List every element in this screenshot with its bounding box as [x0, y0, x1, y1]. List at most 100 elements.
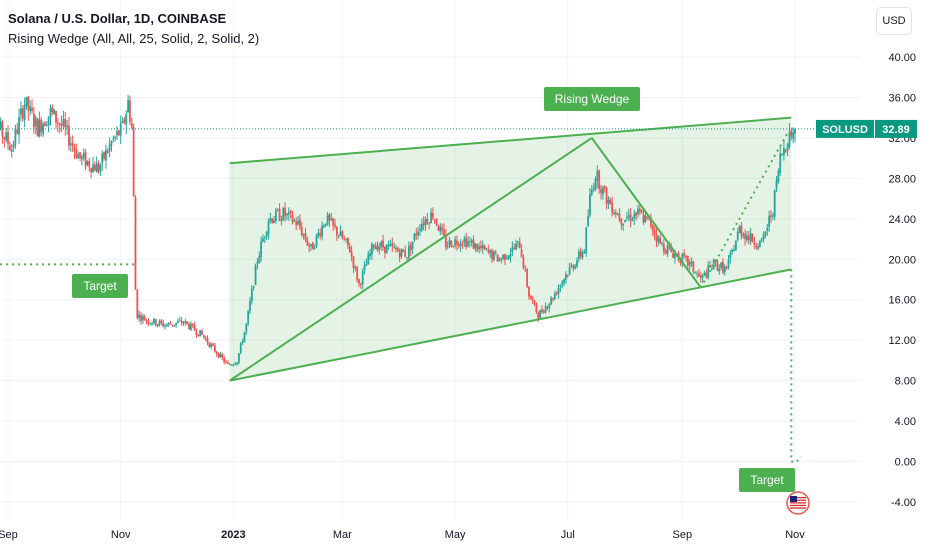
candle-body	[625, 217, 628, 219]
candle-body	[659, 237, 662, 244]
candle-body	[226, 362, 229, 364]
candle-body	[762, 234, 765, 240]
candle-body	[359, 283, 362, 285]
candle-body	[696, 272, 698, 274]
candle-body	[212, 343, 214, 346]
candle-body	[557, 288, 560, 294]
candle-body	[703, 272, 706, 275]
candle-body	[14, 128, 17, 145]
indicator-legend[interactable]: Rising Wedge (All, All, 25, Solid, 2, So…	[8, 31, 260, 46]
candle-body	[358, 279, 360, 284]
wedge-upper-line[interactable]	[229, 116, 792, 165]
candle-body	[668, 246, 671, 248]
candle-body	[345, 238, 347, 240]
candle-body	[457, 244, 460, 247]
candle-body	[136, 289, 139, 319]
candle-body	[709, 265, 711, 268]
last-price-tag[interactable]: SOLUSD 32.89	[816, 119, 917, 138]
candle-body	[718, 268, 721, 272]
axes[interactable]: 40.0036.0032.0028.0024.0020.0016.0012.00…	[0, 52, 917, 541]
target-label[interactable]: Target	[72, 274, 128, 298]
candle-body	[736, 232, 739, 240]
candle-body	[138, 314, 141, 319]
candle-body	[165, 324, 168, 327]
y-tick-label: 20.00	[888, 254, 916, 266]
candle-body	[650, 217, 652, 226]
target-label[interactable]: Target	[739, 468, 795, 492]
candle-body	[278, 208, 281, 221]
candle-body	[287, 211, 290, 215]
candle-body	[86, 161, 89, 165]
candle-body	[92, 164, 94, 173]
candle-body	[653, 230, 656, 234]
us-flag-icon[interactable]	[786, 491, 810, 515]
candle-body	[757, 246, 759, 249]
candle-body	[68, 125, 70, 146]
candle-body	[232, 364, 235, 366]
candle-body	[476, 244, 479, 251]
candle-body	[112, 138, 115, 140]
candle-body	[206, 338, 209, 343]
y-tick-label: 0.00	[895, 457, 916, 469]
candle-body	[611, 202, 614, 213]
candle-body	[204, 338, 207, 340]
target-label-bg	[739, 468, 795, 492]
y-tick-label: 12.00	[888, 335, 916, 347]
candle-body	[781, 153, 783, 155]
candle-body	[640, 210, 643, 214]
rising-wedge-label[interactable]: Rising Wedge	[544, 87, 640, 111]
candle-body	[409, 244, 412, 251]
candle-body	[247, 310, 250, 324]
candle-body	[154, 319, 157, 326]
candle-body	[125, 113, 128, 125]
x-tick-label: Nov	[111, 529, 131, 541]
candle-body	[69, 143, 72, 145]
candle-body	[267, 221, 270, 234]
candle-body	[210, 344, 213, 347]
currency-button[interactable]: USD	[876, 7, 912, 35]
pattern-overlays[interactable]: Rising Wedge Target Target	[0, 87, 860, 515]
candle-body	[245, 323, 248, 332]
wedge-zigzag-line[interactable]	[229, 137, 593, 382]
candle-body	[727, 259, 730, 268]
candle-body	[197, 334, 200, 337]
wedge-lower-line[interactable]	[229, 268, 792, 382]
candle-body	[217, 353, 220, 358]
candle-body	[140, 315, 142, 321]
candle-body	[265, 232, 268, 237]
candle-body	[53, 109, 56, 115]
candle-body	[298, 219, 301, 228]
candle-body	[579, 250, 582, 257]
candle-body	[494, 252, 497, 254]
candle-body	[234, 363, 237, 365]
candle-body	[330, 218, 333, 221]
candle-body	[29, 106, 32, 112]
candle-body	[777, 170, 780, 182]
candle-body	[502, 254, 505, 259]
candle-body	[559, 285, 562, 288]
candle-body	[411, 241, 414, 249]
candle-body	[620, 218, 623, 225]
candle-body	[215, 351, 218, 354]
wedge-zigzag-line[interactable]	[590, 137, 702, 289]
candle-body	[738, 226, 741, 234]
candle-body	[544, 306, 547, 313]
candle-body	[250, 288, 253, 302]
candle-body	[36, 118, 39, 137]
candle-body	[541, 309, 543, 312]
x-tick-label: Sep	[673, 529, 693, 541]
candle-body	[404, 250, 407, 257]
candle-body	[189, 323, 192, 330]
candle-body	[291, 214, 294, 223]
candle-body	[221, 354, 224, 358]
candle-body	[173, 324, 176, 326]
candle-body	[758, 240, 761, 247]
target-label-bg	[72, 274, 128, 298]
breakdown-target-line[interactable]	[796, 455, 802, 463]
candle-body	[101, 153, 104, 164]
candle-body	[794, 128, 796, 134]
candle-body	[472, 239, 475, 250]
candle-body	[20, 108, 22, 115]
